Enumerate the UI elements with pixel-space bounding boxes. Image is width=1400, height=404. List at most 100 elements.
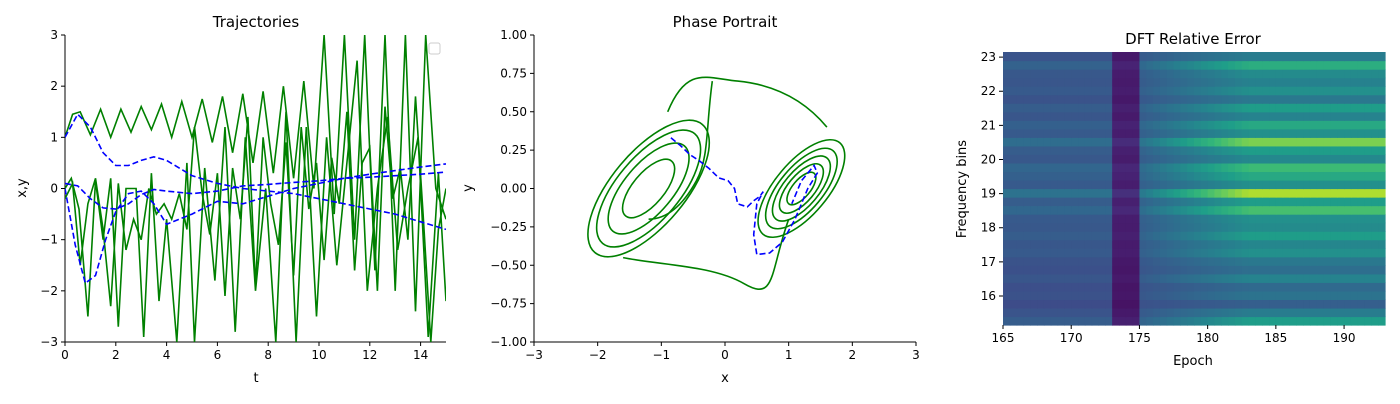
heatmap-cell: [1016, 69, 1025, 79]
heatmap-cell: [1153, 299, 1161, 309]
chart2-y-tick-label: 0.50: [500, 105, 527, 119]
heatmap-cell: [1337, 248, 1345, 258]
heatmap-cell: [1282, 248, 1291, 258]
chart3-y-tick-label: 19: [981, 187, 996, 201]
heatmap-cell: [1282, 256, 1291, 266]
heatmap-cell: [1371, 256, 1379, 266]
heatmap-cell: [1303, 265, 1311, 275]
heatmap-cell: [1132, 282, 1141, 292]
heatmap-cell: [1173, 256, 1181, 266]
heatmap-cell: [1221, 222, 1229, 232]
heatmap-cell: [1241, 103, 1250, 113]
heatmap-cell: [1043, 265, 1052, 275]
chart1-y-tick-label: 1: [50, 130, 58, 144]
heatmap-cell: [1357, 179, 1366, 190]
heatmap-cell: [1316, 222, 1325, 232]
heatmap-cell: [1132, 273, 1141, 283]
heatmap-cell: [1241, 222, 1250, 232]
heatmap-cell: [1043, 248, 1052, 258]
heatmap-cell: [1071, 69, 1079, 79]
heatmap-cell: [1030, 248, 1038, 258]
heatmap-cell: [1316, 94, 1325, 104]
chart2-x-tick-label: 1: [785, 348, 793, 362]
heatmap-cell: [1309, 248, 1318, 258]
heatmap-cell: [1200, 162, 1209, 173]
heatmap-cell: [1309, 52, 1318, 62]
heatmap-cell: [1316, 137, 1325, 147]
heatmap-cell: [1344, 239, 1352, 249]
heatmap-cell: [1187, 179, 1195, 190]
heatmap-cell: [1166, 154, 1175, 164]
heatmap-cell: [1064, 273, 1072, 283]
heatmap-cell: [1303, 86, 1311, 96]
heatmap-cell: [1153, 145, 1161, 155]
heatmap-cell: [1125, 111, 1134, 121]
heatmap-cell: [1091, 137, 1100, 147]
heatmap-cell: [1112, 231, 1120, 241]
heatmap-cell: [1057, 222, 1065, 232]
heatmap-cell: [1125, 222, 1134, 232]
heatmap-cell: [1146, 273, 1154, 283]
heatmap-cell: [1132, 179, 1141, 190]
heatmap-cell: [1187, 205, 1195, 215]
heatmap-cell: [1050, 94, 1059, 104]
heatmap-cell: [1125, 282, 1134, 292]
heatmap-cell: [1153, 231, 1161, 241]
heatmap-cell: [1118, 222, 1127, 232]
heatmap-cell: [1364, 299, 1372, 309]
heatmap-cell: [1173, 86, 1181, 96]
heatmap-cell: [1316, 273, 1325, 283]
heatmap-cell: [1057, 103, 1065, 113]
heatmap-cell: [1200, 239, 1209, 249]
heatmap-cell: [1153, 273, 1161, 283]
heatmap-cell: [1309, 145, 1318, 155]
heatmap-cell: [1221, 145, 1229, 155]
heatmap-cell: [1132, 248, 1141, 258]
heatmap-cell: [1275, 290, 1284, 301]
heatmap-cell: [1309, 205, 1318, 215]
heatmap-cell: [1098, 214, 1106, 224]
heatmap-cell: [1323, 282, 1332, 292]
heatmap-cell: [1309, 214, 1318, 224]
heatmap-cell: [1357, 222, 1366, 232]
heatmap-cell: [1248, 290, 1256, 301]
heatmap-cell: [1200, 256, 1209, 266]
heatmap-cell: [1323, 69, 1332, 79]
heatmap-cell: [1262, 265, 1270, 275]
heatmap-cell: [1166, 273, 1175, 283]
heatmap-cell: [1091, 120, 1100, 130]
heatmap-cell: [1200, 197, 1209, 207]
heatmap-cell: [1275, 60, 1284, 70]
heatmap-cell: [1378, 179, 1386, 190]
heatmap-cell: [1214, 86, 1222, 96]
heatmap-cell: [1078, 188, 1086, 198]
heatmap-cell: [1337, 273, 1345, 283]
heatmap-cell: [1146, 239, 1154, 249]
heatmap-cell: [1200, 86, 1209, 96]
heatmap-cell: [1112, 290, 1120, 301]
heatmap-cell: [1241, 248, 1250, 258]
heatmap-cell: [1139, 205, 1147, 215]
heatmap-cell: [1153, 111, 1161, 121]
heatmap-cell: [1091, 94, 1100, 104]
heatmap-cell: [1016, 239, 1025, 249]
heatmap-cell: [1269, 86, 1277, 96]
heatmap-cell: [1289, 77, 1297, 87]
heatmap-cell: [1016, 214, 1025, 224]
heatmap-cell: [1166, 265, 1175, 275]
heatmap-cell: [1180, 69, 1188, 79]
heatmap-cell: [1262, 154, 1270, 164]
heatmap-cell: [1009, 214, 1018, 224]
heatmap-cell: [1009, 307, 1018, 318]
heatmap-cell: [1030, 197, 1038, 207]
heatmap-cell: [1357, 248, 1366, 258]
heatmap-cell: [1153, 214, 1161, 224]
heatmap-cell: [1330, 273, 1338, 283]
heatmap-cell: [1016, 248, 1025, 258]
heatmap-cell: [1214, 290, 1222, 301]
heatmap-cell: [1255, 205, 1263, 215]
heatmap-cell: [1309, 299, 1318, 309]
heatmap-cell: [1166, 103, 1175, 113]
heatmap-cell: [1084, 52, 1093, 62]
heatmap-cell: [1316, 120, 1325, 130]
